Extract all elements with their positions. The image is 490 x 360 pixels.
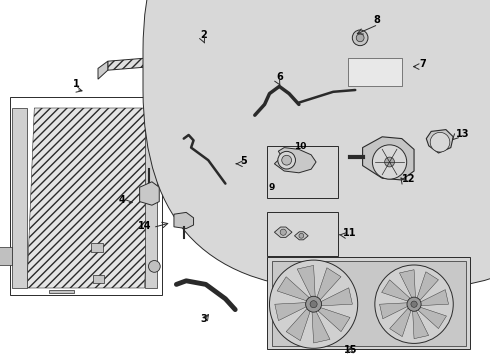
Circle shape	[407, 297, 421, 311]
Circle shape	[251, 59, 259, 67]
Circle shape	[248, 109, 261, 122]
Polygon shape	[277, 277, 309, 301]
Polygon shape	[321, 288, 352, 306]
Polygon shape	[149, 135, 162, 144]
Polygon shape	[145, 108, 157, 288]
Polygon shape	[399, 270, 416, 297]
Circle shape	[280, 229, 286, 235]
Polygon shape	[418, 307, 446, 329]
Bar	[174, 130, 233, 191]
Bar	[93, 275, 104, 283]
Polygon shape	[317, 268, 341, 300]
Polygon shape	[274, 148, 316, 173]
Bar	[91, 243, 103, 252]
Circle shape	[282, 155, 292, 165]
Text: 10: 10	[294, 142, 306, 151]
Polygon shape	[297, 265, 315, 297]
Text: 6: 6	[277, 72, 284, 82]
Text: 12: 12	[402, 174, 416, 184]
Polygon shape	[421, 290, 448, 306]
Text: 1: 1	[73, 79, 79, 89]
Polygon shape	[174, 212, 194, 229]
Text: 5: 5	[240, 156, 247, 166]
Polygon shape	[12, 108, 27, 288]
Circle shape	[278, 151, 295, 169]
Bar	[267, 212, 338, 256]
Text: 7: 7	[419, 59, 426, 69]
Polygon shape	[426, 130, 453, 153]
Circle shape	[148, 124, 160, 135]
Circle shape	[310, 301, 317, 308]
Polygon shape	[108, 50, 240, 70]
Text: 13: 13	[456, 129, 469, 139]
Bar	[267, 146, 338, 198]
Text: 14: 14	[138, 221, 152, 231]
Circle shape	[306, 296, 321, 312]
Bar	[272, 261, 466, 346]
Polygon shape	[140, 182, 159, 205]
Polygon shape	[413, 311, 429, 339]
Circle shape	[251, 48, 259, 56]
Text: 8: 8	[373, 15, 380, 26]
Text: 11: 11	[343, 228, 357, 238]
FancyBboxPatch shape	[143, 0, 490, 290]
Polygon shape	[294, 232, 308, 240]
Circle shape	[385, 157, 394, 167]
Circle shape	[148, 261, 160, 272]
Polygon shape	[380, 303, 407, 319]
Circle shape	[372, 145, 407, 179]
Polygon shape	[363, 137, 414, 180]
Text: 3: 3	[200, 314, 207, 324]
Circle shape	[375, 265, 453, 343]
Text: 4: 4	[118, 195, 125, 206]
Polygon shape	[312, 312, 330, 343]
Circle shape	[430, 132, 450, 152]
Polygon shape	[382, 280, 410, 301]
Circle shape	[299, 233, 304, 238]
Polygon shape	[0, 247, 12, 265]
Polygon shape	[27, 108, 152, 288]
Polygon shape	[417, 272, 439, 300]
Circle shape	[352, 30, 368, 46]
Polygon shape	[98, 61, 108, 79]
Polygon shape	[240, 50, 252, 68]
Circle shape	[356, 34, 364, 42]
Bar	[348, 58, 402, 86]
Text: 9: 9	[269, 183, 275, 192]
Circle shape	[411, 301, 417, 307]
Polygon shape	[286, 309, 310, 341]
Polygon shape	[49, 290, 74, 293]
Polygon shape	[274, 227, 292, 237]
Polygon shape	[149, 142, 162, 151]
Circle shape	[270, 260, 358, 348]
Text: 15: 15	[343, 345, 357, 355]
Bar	[267, 257, 470, 349]
Text: 2: 2	[200, 30, 207, 40]
Polygon shape	[275, 303, 306, 321]
Bar	[10, 97, 162, 295]
Polygon shape	[390, 308, 411, 337]
Polygon shape	[318, 308, 350, 332]
